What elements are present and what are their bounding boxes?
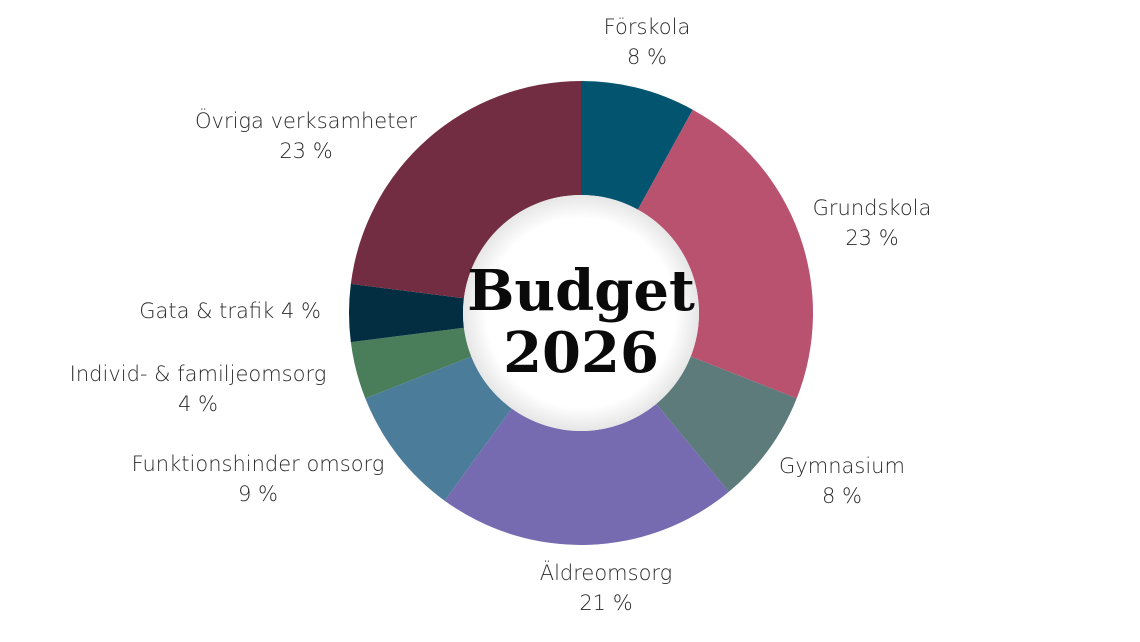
donut-slice-gymnasium: [656, 356, 797, 492]
donut-slice-övriga-verksamheter: [350, 81, 581, 299]
donut-slice-funktionshinder-omsorg: [365, 356, 512, 501]
center-title-line-1: Budget: [467, 258, 695, 324]
slice-label-aldreomsorg: Äldreomsorg: [540, 559, 673, 585]
donut-slice-förskola: [581, 81, 693, 210]
slice-label-gata-trafik: Gata & trafik 4 %: [139, 299, 321, 323]
slice-label-ovriga-verksamheter: Övriga verksamheter: [195, 107, 417, 133]
donut-hole: [463, 195, 699, 431]
donut-slice-äldreomsorg: [444, 403, 729, 546]
slice-value-aldreomsorg: 21 %: [579, 591, 632, 615]
slice-value-gata-trafik: 4 %: [281, 299, 321, 323]
slice-value-individ-familjeomsorg: 4 %: [178, 392, 218, 416]
donut-slice-individ-familjeomsorg: [350, 327, 472, 399]
slice-label-individ-familjeomsorg: Individ- & familjeomsorg: [70, 362, 327, 386]
slice-label-gymnasium: Gymnasium: [779, 454, 905, 478]
center-title-line-2: 2026: [503, 320, 659, 386]
donut-slice-gata-trafik: [348, 283, 464, 343]
slice-label-funktionshinder: Funktionshinder omsorg: [132, 452, 385, 476]
slice-label-forskola: Förskola: [604, 15, 691, 39]
donut-slices: [348, 81, 813, 546]
slice-value-ovriga-verksamheter: 23 %: [279, 139, 332, 163]
slice-value-grundskola: 23 %: [845, 226, 898, 250]
slice-value-gymnasium: 8 %: [822, 484, 862, 508]
slice-value-forskola: 8 %: [627, 45, 667, 69]
donut-slice-grundskola: [637, 109, 813, 399]
slice-label-gata-trafik-name: Gata & trafik: [139, 299, 274, 323]
slice-value-funktionshinder: 9 %: [238, 482, 278, 506]
slice-label-grundskola: Grundskola: [813, 196, 932, 220]
